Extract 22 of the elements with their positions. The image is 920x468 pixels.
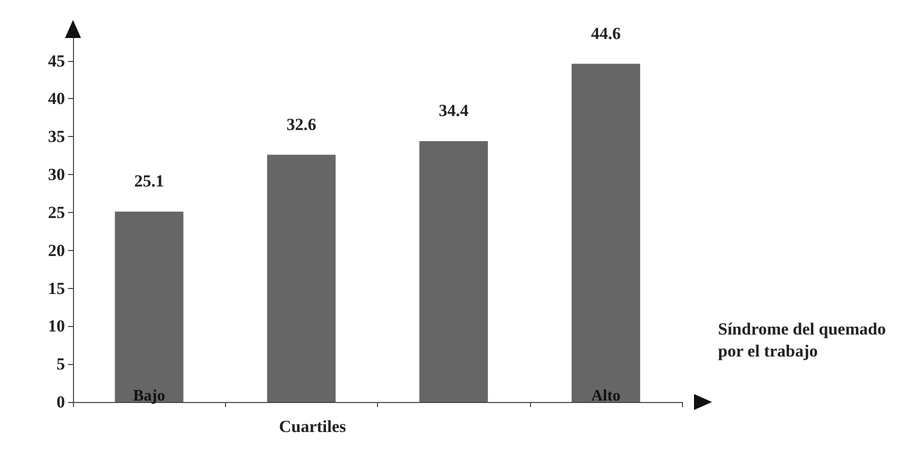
bar [419, 141, 488, 402]
y-tick-label: 25 [48, 202, 65, 222]
y-tick-label: 30 [48, 165, 65, 184]
text: Síndrome del quemado por el trabajo [718, 320, 890, 360]
bar [267, 154, 336, 402]
bar [572, 64, 640, 402]
y-tick-label: 45 [48, 51, 65, 70]
y-tick-label: 0 [56, 392, 65, 412]
x-axis-title: Cuartiles [278, 417, 346, 436]
y-tick-label: 35 [48, 127, 65, 146]
y-tick-label: 5 [56, 354, 65, 374]
y-tick-label: 15 [48, 278, 65, 298]
data-label: 25.1 [134, 172, 164, 191]
y-tick-label: 20 [48, 240, 65, 260]
y-tick-label: 40 [48, 89, 65, 108]
x-tick-label: Alto [591, 388, 621, 404]
x-tick-label: Bajo [133, 388, 166, 404]
y-tick-label: 10 [48, 316, 65, 336]
data-label: 34.4 [438, 101, 469, 120]
data-label: 32.6 [286, 114, 316, 134]
bar [114, 212, 184, 402]
data-label: 44.6 [591, 24, 621, 43]
